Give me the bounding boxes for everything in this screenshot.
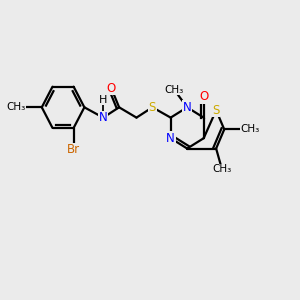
- Text: N: N: [166, 132, 175, 145]
- Text: Br: Br: [67, 143, 80, 157]
- Text: CH₃: CH₃: [212, 164, 232, 174]
- Text: N: N: [183, 101, 191, 114]
- Text: CH₃: CH₃: [164, 85, 184, 94]
- Text: CH₃: CH₃: [241, 124, 260, 134]
- Text: O: O: [199, 91, 208, 103]
- Text: O: O: [107, 82, 116, 95]
- Text: S: S: [212, 104, 220, 117]
- Text: S: S: [149, 101, 156, 114]
- Text: N: N: [99, 111, 108, 124]
- Text: CH₃: CH₃: [6, 102, 26, 112]
- Text: H: H: [99, 95, 107, 105]
